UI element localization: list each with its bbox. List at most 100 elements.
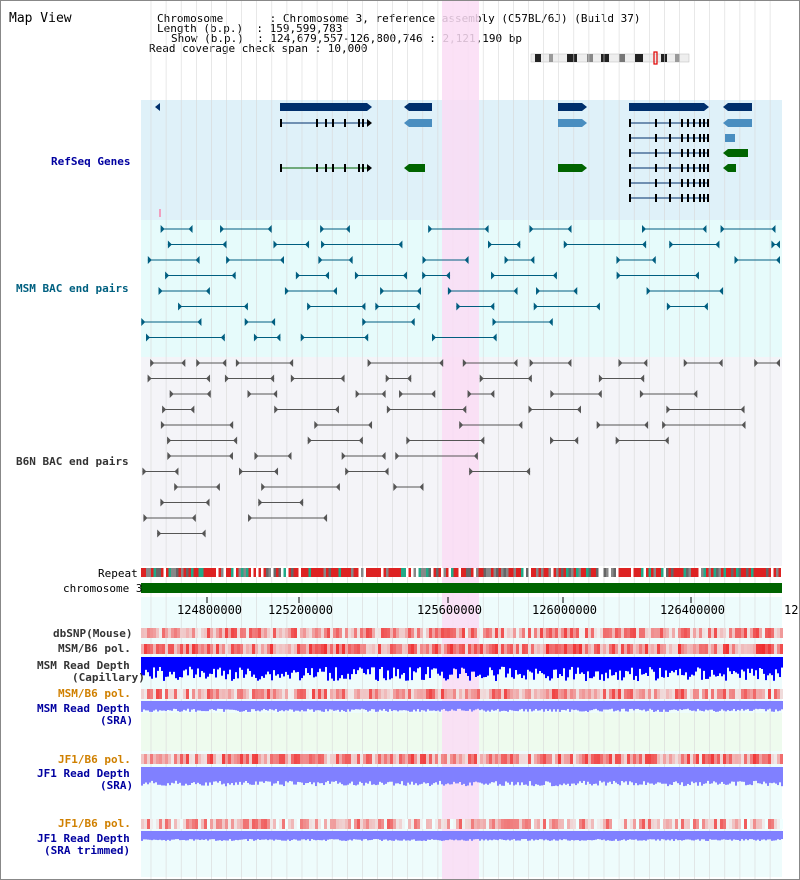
- heat-cell: [687, 628, 690, 638]
- heat-cell: [735, 819, 738, 829]
- depth-bar: [441, 657, 443, 672]
- depth-bar: [659, 831, 661, 841]
- depth-bar: [249, 831, 251, 840]
- heat-cell: [279, 689, 282, 699]
- heat-cell: [414, 628, 417, 638]
- depth-bar: [629, 657, 631, 675]
- depth-bar: [665, 657, 667, 671]
- depth-bar: [689, 831, 691, 840]
- depth-bar: [163, 657, 165, 681]
- heat-cell: [666, 689, 669, 699]
- chromosome-bar[interactable]: [141, 583, 782, 593]
- heat-cell: [264, 819, 267, 829]
- b6n-bac-end-pairs-track[interactable]: [142, 359, 780, 538]
- depth-bar: [695, 657, 697, 672]
- heat-cell: [507, 819, 510, 829]
- depth-bar: [305, 767, 307, 784]
- heat-cell: [681, 628, 684, 638]
- depth-bar: [463, 657, 465, 669]
- gene-exon: [699, 194, 701, 202]
- heat-cell: [210, 644, 213, 654]
- heat-cell: [234, 689, 237, 699]
- gene-exon: [693, 164, 695, 172]
- heat-cell: [216, 754, 219, 764]
- depth-bar: [159, 701, 161, 711]
- heat-cell: [765, 689, 768, 699]
- heat-cell: [609, 644, 612, 654]
- depth-bar: [477, 767, 479, 783]
- heat-cell: [717, 628, 720, 638]
- depth-bar: [195, 831, 197, 840]
- depth-bar: [771, 701, 773, 712]
- depth-bar: [521, 657, 523, 679]
- depth-bar: [209, 831, 211, 840]
- heat-cell: [300, 754, 303, 764]
- heat-cell: [669, 644, 672, 654]
- heat-cell: [141, 689, 144, 699]
- gene-exon: [362, 164, 364, 172]
- depth-bar: [381, 831, 383, 841]
- depth-bar: [299, 701, 301, 712]
- depth-bar: [203, 657, 205, 673]
- depth-bar: [565, 701, 567, 711]
- depth-bar: [747, 767, 749, 785]
- repeat-segment: [446, 568, 449, 577]
- depth-bar: [289, 831, 291, 841]
- depth-bar: [417, 831, 419, 841]
- depth-bar: [633, 767, 635, 786]
- heat-cell: [402, 628, 405, 638]
- depth-bar: [183, 701, 185, 710]
- heat-cell: [198, 644, 201, 654]
- depth-bar: [643, 767, 645, 782]
- depth-bar: [351, 701, 353, 710]
- gene-exon: [703, 194, 705, 202]
- heat-cell: [327, 628, 330, 638]
- bac-end-marker: [178, 302, 183, 311]
- depth-bar: [413, 657, 415, 672]
- depth-bar: [383, 767, 385, 785]
- heat-cell: [330, 819, 333, 829]
- depth-bar: [599, 701, 601, 712]
- bac-end-marker: [410, 318, 415, 326]
- heat-cell: [435, 644, 438, 654]
- depth-bar: [749, 657, 751, 674]
- bac-end-marker: [641, 225, 646, 233]
- refseq-genes-track[interactable]: [155, 103, 752, 217]
- msm-bac-end-pairs-track[interactable]: [141, 225, 780, 342]
- read-depth-tracks[interactable]: [141, 657, 783, 841]
- bac-end-marker: [273, 240, 278, 249]
- heat-cell: [420, 628, 423, 638]
- depth-bar: [311, 831, 313, 840]
- heat-tracks[interactable]: [141, 628, 783, 829]
- depth-bar: [535, 657, 537, 669]
- depth-bar: [781, 657, 783, 668]
- gene-arrow-left: [723, 164, 728, 172]
- depth-bar: [557, 831, 559, 841]
- depth-bar: [761, 767, 763, 785]
- depth-bar: [335, 767, 337, 781]
- repeat-segment: [286, 568, 289, 577]
- depth-bar: [251, 657, 253, 677]
- heat-cell: [471, 689, 474, 699]
- chromosome-ideogram[interactable]: [530, 51, 690, 65]
- repeat-segment: [673, 568, 676, 577]
- depth-bar: [779, 701, 781, 711]
- heat-cell: [762, 819, 765, 829]
- heat-cell: [498, 754, 501, 764]
- gene-exon: [655, 134, 657, 142]
- bac-end-marker: [393, 483, 398, 491]
- repeat-segment: [561, 568, 564, 577]
- repeat-segment: [161, 568, 164, 577]
- bac-end-marker: [776, 240, 780, 249]
- heat-cell: [537, 754, 540, 764]
- depth-bar: [253, 767, 255, 785]
- heat-cell: [600, 689, 603, 699]
- bac-end-marker: [334, 405, 339, 414]
- heat-cell: [447, 819, 450, 829]
- repeat-segment: [553, 568, 556, 577]
- depth-bar: [425, 701, 427, 712]
- heat-cell: [456, 754, 459, 764]
- repeat-track[interactable]: [141, 568, 784, 577]
- heat-cell: [540, 819, 543, 829]
